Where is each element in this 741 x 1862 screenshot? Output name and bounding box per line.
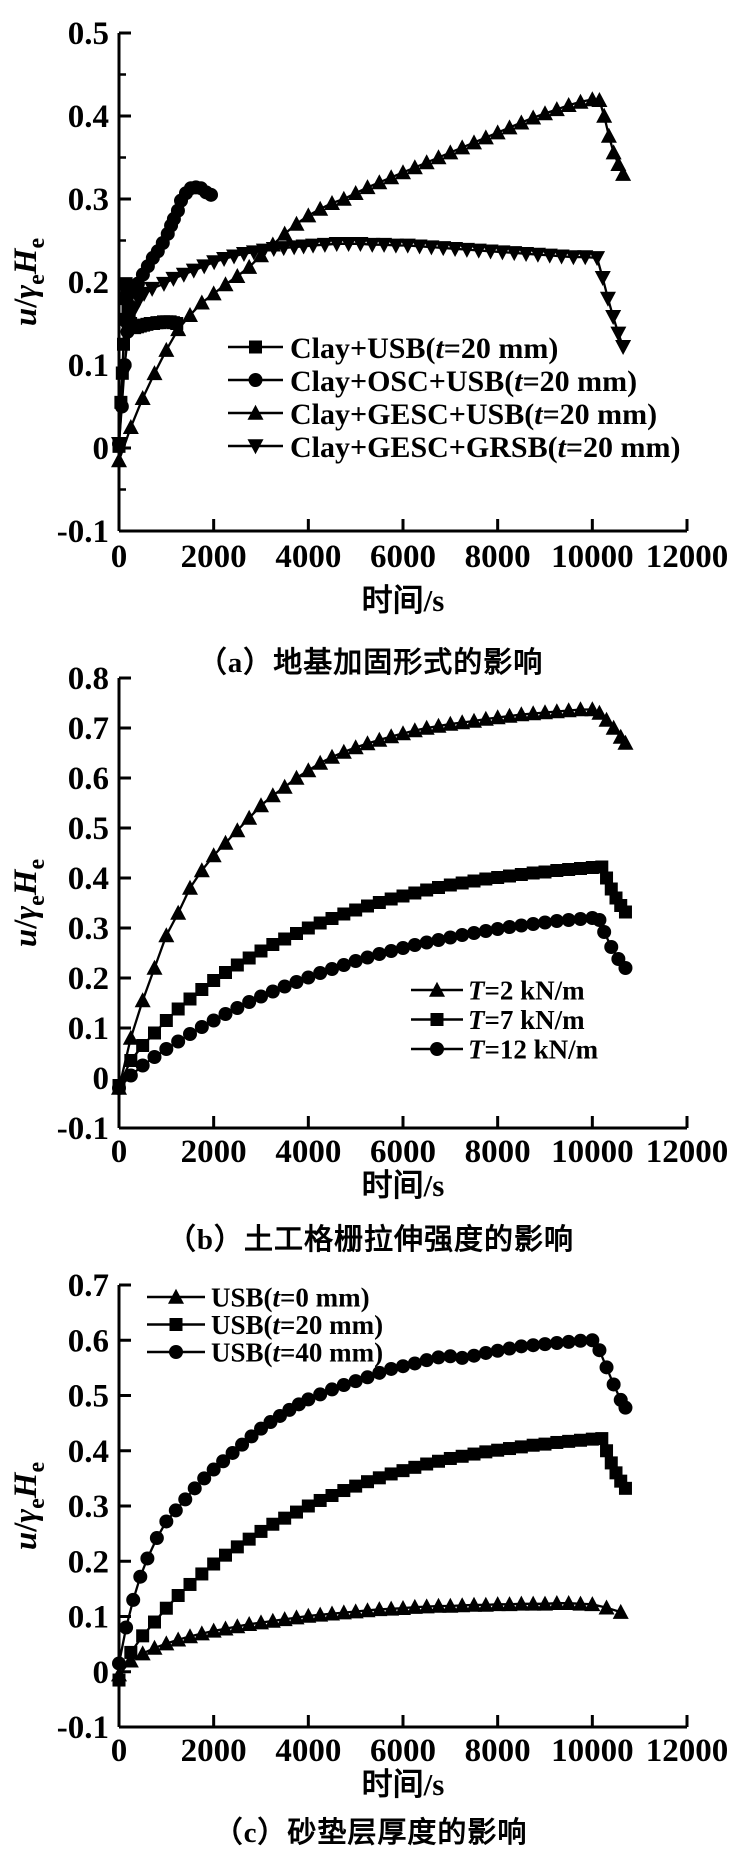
chart-panel-b: -0.100.10.20.30.40.50.60.70.80 2000 4000 60… — [8, 661, 729, 1203]
svg-text:Clay+OSC+USB(t=20 mm): Clay+OSC+USB(t=20 mm) — [290, 365, 637, 398]
chart-panel-a: -0.100.10.20.30.40.50 2000 4000 6000 8000 100… — [8, 16, 729, 618]
svg-text:0.1: 0.1 — [68, 1011, 109, 1047]
svg-text:4000: 4000 — [275, 539, 341, 575]
legend: T=2 kN/mT=7 kN/mT=12 kN/m — [411, 976, 599, 1065]
svg-text:8000: 8000 — [465, 1134, 531, 1170]
svg-text:8000: 8000 — [465, 539, 531, 575]
svg-text:0.3: 0.3 — [68, 182, 109, 218]
series-square — [112, 860, 632, 1092]
svg-text:0.1: 0.1 — [68, 348, 109, 384]
axes — [117, 678, 687, 1130]
series-triangle-up — [111, 91, 632, 468]
svg-text:0.6: 0.6 — [68, 1323, 109, 1359]
svg-text:Clay+GESC+GRSB(t=20 mm): Clay+GESC+GRSB(t=20 mm) — [290, 431, 681, 464]
svg-text:0.2: 0.2 — [68, 265, 109, 301]
svg-text:12000: 12000 — [646, 539, 729, 575]
svg-text:USB(t=20 mm): USB(t=20 mm) — [211, 1310, 383, 1340]
series-triangle-up — [111, 1595, 629, 1682]
x-axis: 0 2000 4000 6000 8000 10000 12000 — [111, 1116, 729, 1170]
y-axis-label: u/γe​He​ — [8, 238, 50, 327]
svg-text:-0.1: -0.1 — [57, 1111, 109, 1147]
series-circle — [112, 1333, 633, 1671]
svg-text:2000: 2000 — [181, 1733, 247, 1769]
svg-text:10000: 10000 — [551, 539, 634, 575]
svg-text:0: 0 — [111, 1733, 128, 1769]
legend: Clay+USB(t=20 mm)Clay+OSC+USB(t=20 mm)Cl… — [228, 332, 681, 464]
caption-panel-c: （c）砂垫层厚度的影响 — [213, 1817, 528, 1849]
svg-text:12000: 12000 — [646, 1733, 729, 1769]
svg-text:0.6: 0.6 — [68, 761, 109, 797]
series-triangle-up — [111, 701, 634, 1095]
svg-text:6000: 6000 — [370, 539, 436, 575]
svg-text:0.7: 0.7 — [68, 1268, 109, 1304]
svg-text:0.4: 0.4 — [68, 861, 109, 897]
svg-text:0: 0 — [93, 1655, 110, 1691]
svg-text:0.8: 0.8 — [68, 661, 109, 697]
svg-text:10000: 10000 — [551, 1134, 634, 1170]
svg-text:0.2: 0.2 — [68, 1544, 109, 1580]
svg-text:4000: 4000 — [275, 1733, 341, 1769]
x-axis-label: 时间/s — [362, 583, 445, 618]
x-axis: 0 2000 4000 6000 8000 10000 12000 — [111, 1715, 729, 1769]
svg-text:0.4: 0.4 — [68, 99, 109, 135]
svg-text:0: 0 — [93, 431, 110, 467]
caption-panel-b: （b）土工格栅拉伸强度的影响 — [166, 1224, 575, 1256]
svg-text:0.5: 0.5 — [68, 1379, 109, 1415]
svg-text:0.5: 0.5 — [68, 16, 109, 52]
svg-text:USB(t=40 mm): USB(t=40 mm) — [211, 1338, 383, 1368]
series-triangle-down — [111, 237, 632, 453]
x-axis: 0 2000 4000 6000 8000 10000 12000 — [111, 519, 729, 575]
svg-text:Clay+GESC+USB(t=20 mm): Clay+GESC+USB(t=20 mm) — [290, 398, 657, 431]
svg-text:6000: 6000 — [370, 1134, 436, 1170]
legend: USB(t=0 mm)USB(t=20 mm)USB(t=40 mm) — [147, 1283, 383, 1368]
series-square — [112, 1432, 632, 1687]
svg-text:2000: 2000 — [181, 1134, 247, 1170]
svg-text:T=7 kN/m: T=7 kN/m — [468, 1005, 585, 1035]
caption-panel-a: （a）地基加固形式的影响 — [197, 647, 544, 679]
svg-text:10000: 10000 — [551, 1733, 634, 1769]
svg-text:8000: 8000 — [465, 1733, 531, 1769]
y-axis: -0.1 0 0.1 0.2 0.3 0.4 0.5 — [57, 16, 131, 550]
svg-text:0.4: 0.4 — [68, 1434, 109, 1470]
svg-text:0.3: 0.3 — [68, 911, 109, 947]
svg-text:0.2: 0.2 — [68, 961, 109, 997]
svg-text:0: 0 — [111, 539, 128, 575]
svg-text:0.7: 0.7 — [68, 711, 109, 747]
y-axis: -0.1 0 0.1 0.2 0.3 0.4 0.5 0.6 0.7 — [57, 1268, 131, 1746]
x-axis-label: 时间/s — [362, 1168, 445, 1203]
svg-text:4000: 4000 — [275, 1134, 341, 1170]
svg-text:6000: 6000 — [370, 1733, 436, 1769]
svg-text:2000: 2000 — [181, 539, 247, 575]
y-axis: -0.1 0 0.1 0.2 0.3 0.4 0.5 0.6 0.7 0.8 — [57, 661, 131, 1147]
svg-text:0.1: 0.1 — [68, 1600, 109, 1636]
y-axis-label: u/γe​He​ — [8, 1462, 50, 1551]
svg-text:12000: 12000 — [646, 1134, 729, 1170]
svg-text:-0.1: -0.1 — [57, 1710, 109, 1746]
svg-text:T=2 kN/m: T=2 kN/m — [468, 976, 585, 1006]
chart-panel-c: -0.100.10.20.30.40.50.60.70 2000 4000 6000 8… — [8, 1268, 729, 1802]
svg-text:0.3: 0.3 — [68, 1489, 109, 1525]
y-axis-label: u/γe​He​ — [8, 859, 50, 948]
svg-text:Clay+USB(t=20 mm): Clay+USB(t=20 mm) — [290, 332, 558, 365]
x-axis-label: 时间/s — [362, 1767, 445, 1802]
svg-text:-0.1: -0.1 — [57, 514, 109, 550]
svg-text:USB(t=0 mm): USB(t=0 mm) — [211, 1283, 370, 1313]
svg-text:T=12 kN/m: T=12 kN/m — [468, 1035, 599, 1065]
svg-text:0: 0 — [93, 1061, 110, 1097]
svg-text:0: 0 — [111, 1134, 128, 1170]
series-circle — [112, 911, 633, 1095]
svg-text:0.5: 0.5 — [68, 811, 109, 847]
